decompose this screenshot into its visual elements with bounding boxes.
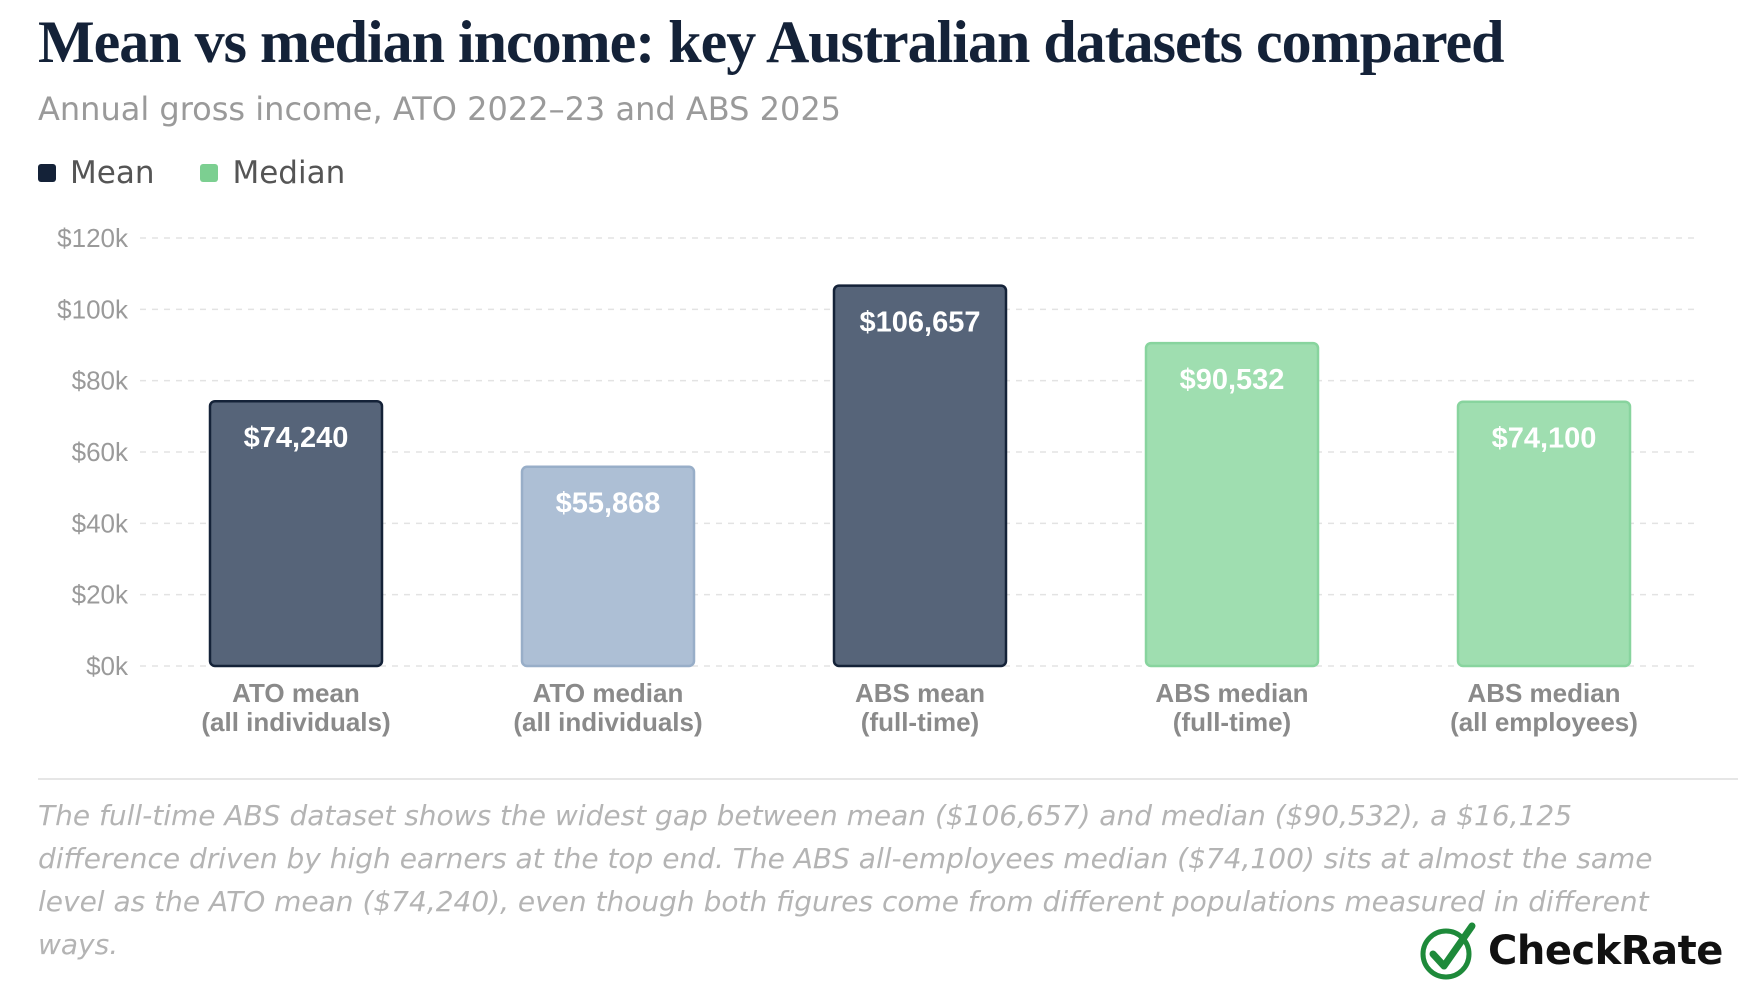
bar-chart: $0k $20k $40k $60k $80k $100k $120k $74,240 ATO … [57, 223, 1700, 737]
y-tick-label: $120k [57, 223, 129, 253]
y-tick-label: $80k [72, 366, 129, 396]
bar [208, 399, 384, 668]
bar-value-label: $106,657 [860, 307, 981, 339]
bar-value-label: $74,240 [244, 422, 349, 454]
bar [832, 284, 1008, 668]
chart-subtitle: Annual gross income, ATO 2022–23 and ABS… [38, 90, 842, 128]
x-category-label: (full-time) [1173, 707, 1291, 737]
chart-title: Mean vs median income: key Australian da… [38, 9, 1505, 75]
check-circle-icon [1420, 922, 1476, 980]
bar-value-label: $90,532 [1180, 364, 1285, 396]
y-tick-label: $20k [72, 580, 129, 610]
bar [520, 465, 696, 668]
y-tick-label: $60k [72, 437, 129, 467]
x-category-label: ABS median [1467, 678, 1620, 708]
legend-swatch-median [200, 164, 219, 182]
chart-note: The full-time ABS dataset shows the wide… [38, 799, 1653, 961]
x-category-label: ATO median [533, 678, 684, 708]
divider [38, 778, 1738, 780]
brand-logo: CheckRate [1418, 920, 1723, 982]
legend: Mean Median [38, 155, 391, 191]
legend-item-mean: Mean [38, 155, 154, 191]
legend-label-median: Median [232, 155, 346, 191]
x-category-label: (all employees) [1450, 707, 1638, 737]
bar-value-label: $55,868 [556, 488, 661, 520]
x-category-label: (all individuals) [513, 707, 702, 737]
bar-value-label: $74,100 [1492, 423, 1597, 455]
y-tick-label: $100k [57, 294, 129, 324]
x-category-label: ATO mean [232, 678, 360, 708]
brand-name: CheckRate [1488, 928, 1723, 974]
x-category-label: ABS median [1155, 678, 1308, 708]
x-category-label: (all individuals) [201, 707, 390, 737]
x-category-label: (full-time) [861, 707, 979, 737]
bar [1144, 341, 1320, 668]
legend-label-mean: Mean [70, 155, 155, 191]
y-tick-label: $0k [86, 651, 129, 681]
bar [1456, 400, 1632, 668]
x-category-label: ABS mean [855, 678, 985, 708]
legend-swatch-mean [38, 164, 56, 182]
y-tick-label: $40k [72, 508, 129, 538]
legend-item-median: Median [200, 155, 345, 191]
